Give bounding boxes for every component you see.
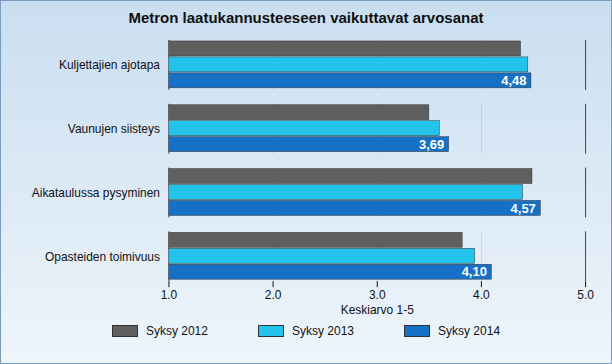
- svg-text:4,10: 4,10: [462, 264, 487, 279]
- svg-text:1.0: 1.0: [161, 288, 178, 302]
- html-text:Syksy 2012: Syksy 2012: [145, 324, 208, 338]
- svg-text:Aikataulussa pysyminen: Aikataulussa pysyminen: [32, 186, 160, 200]
- svg-text:4,48: 4,48: [501, 73, 526, 88]
- html-text:Syksy 2014: Syksy 2014: [438, 324, 501, 338]
- svg-text:4.0: 4.0: [473, 288, 490, 302]
- html-text:Syksy 2013: Syksy 2013: [292, 324, 354, 338]
- svg-text:3,69: 3,69: [419, 137, 444, 152]
- svg-text:Vaunujen siisteys: Vaunujen siisteys: [68, 122, 160, 136]
- svg-text:Kuljettajien ajotapa: Kuljettajien ajotapa: [59, 58, 160, 72]
- svg-text:2.0: 2.0: [265, 288, 282, 302]
- svg-text:4,57: 4,57: [511, 201, 536, 216]
- svg-text:Keskiarvo 1-5: Keskiarvo 1-5: [341, 303, 414, 317]
- svg-text:5.0: 5.0: [577, 288, 594, 302]
- svg-text:Opasteiden toimivuus: Opasteiden toimivuus: [45, 250, 160, 264]
- html-text:Metron laatukannusteeseen vaik: Metron laatukannusteeseen vaikuttavat ar…: [128, 9, 484, 26]
- svg-text:3.0: 3.0: [369, 288, 386, 302]
